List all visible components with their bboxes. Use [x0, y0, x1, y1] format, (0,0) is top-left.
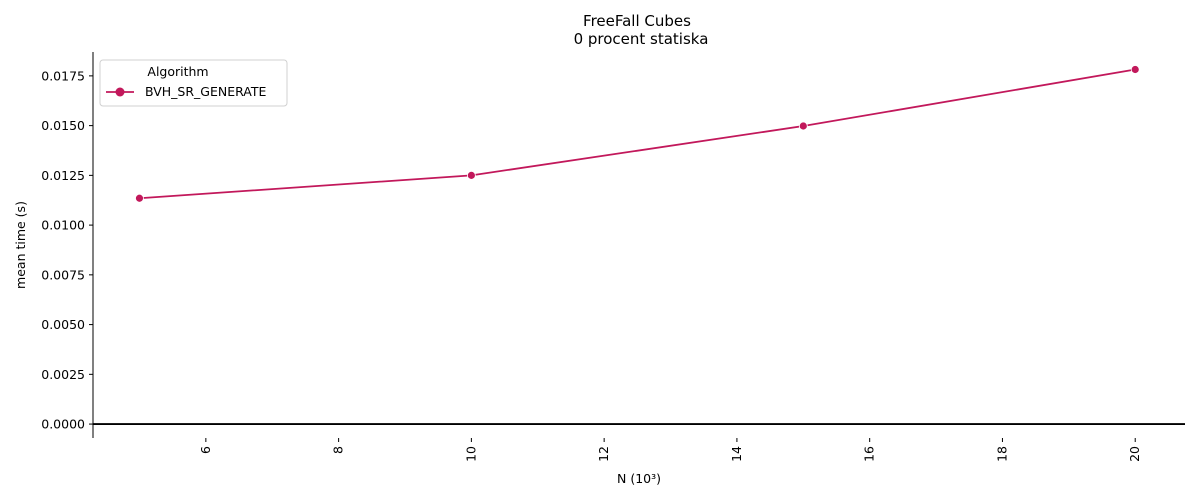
y-tick-label: 0.0100 — [41, 218, 85, 233]
y-tick-label: 0.0175 — [41, 68, 85, 83]
series-layer — [135, 65, 1140, 203]
series-line — [139, 68, 1136, 200]
y-axis-ticks: 0.0000 0.0025 0.0050 0.0075 0.0100 0.0125 0.01… — [41, 68, 93, 432]
legend-entry-label: BVH_SR_GENERATE — [145, 84, 266, 99]
y-tick-label: 0.0000 — [41, 417, 85, 432]
y-tick-label: 0.0050 — [41, 317, 85, 332]
y-tick-label: 0.0150 — [41, 118, 85, 133]
legend-marker-swatch — [115, 87, 125, 97]
y-tick-label: 0.0075 — [41, 267, 85, 282]
data-point — [798, 121, 808, 131]
x-tick-label: 8 — [331, 446, 346, 454]
x-tick-label: 6 — [198, 446, 213, 454]
axes — [92, 52, 1185, 438]
x-axis-label: N (10³) — [617, 471, 661, 486]
y-tick-label: 0.0025 — [41, 367, 85, 382]
x-tick-label: 20 — [1127, 446, 1142, 462]
x-tick-label: 12 — [596, 446, 611, 462]
y-tick-label: 0.0125 — [41, 168, 85, 183]
y-axis-label: mean time (s) — [13, 201, 28, 289]
x-tick-label: 14 — [729, 446, 744, 462]
data-point — [135, 193, 144, 203]
legend: Algorithm BVH_SR_GENERATE — [99, 59, 288, 107]
x-tick-label: 18 — [994, 446, 1009, 462]
legend-frame — [99, 59, 288, 107]
x-tick-label: 10 — [463, 446, 478, 462]
legend-title: Algorithm — [147, 64, 208, 79]
data-point — [466, 170, 476, 180]
data-point — [1130, 65, 1140, 74]
x-tick-label: 16 — [862, 446, 877, 462]
chart-subtitle: 0 procent statiska — [574, 30, 709, 48]
x-axis-ticks: 6 8 10 12 14 16 18 20 — [198, 438, 1142, 462]
chart-title: FreeFall Cubes — [583, 12, 691, 30]
